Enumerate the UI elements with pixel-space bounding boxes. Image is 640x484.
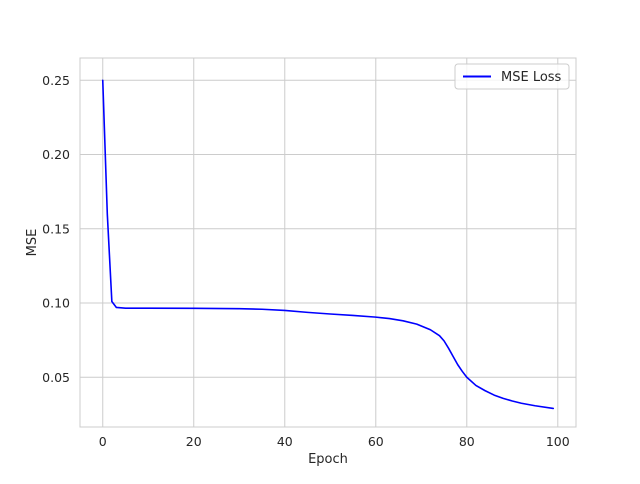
x-tick-label: 60 xyxy=(368,434,384,449)
x-tick-label: 80 xyxy=(459,434,475,449)
y-tick-label: 0.25 xyxy=(42,73,70,88)
plot-frame xyxy=(79,57,577,428)
legend: MSE Loss xyxy=(454,63,570,90)
series-line-mse-loss xyxy=(101,79,555,410)
x-tick-label: 100 xyxy=(546,434,570,449)
y-tick-label: 0.10 xyxy=(42,296,70,311)
grid xyxy=(80,58,576,427)
tick-labels: 0 20 40 60 80 100 0.05 0.10 0.15 0.20 0.25 xyxy=(42,73,570,449)
x-axis-label: Epoch xyxy=(308,452,348,467)
y-tick-label: 0.20 xyxy=(42,147,70,162)
legend-label-mse-loss: MSE Loss xyxy=(501,70,562,85)
y-tick-label: 0.15 xyxy=(42,221,70,236)
plot-area xyxy=(80,58,576,427)
x-tick-label: 0 xyxy=(99,434,107,449)
x-tick-label: 20 xyxy=(186,434,202,449)
legend-box xyxy=(454,63,570,90)
y-tick-label: 0.05 xyxy=(42,370,70,385)
x-tick-label: 40 xyxy=(277,434,293,449)
series-layer xyxy=(101,79,555,410)
y-axis-label: MSE xyxy=(25,229,40,257)
